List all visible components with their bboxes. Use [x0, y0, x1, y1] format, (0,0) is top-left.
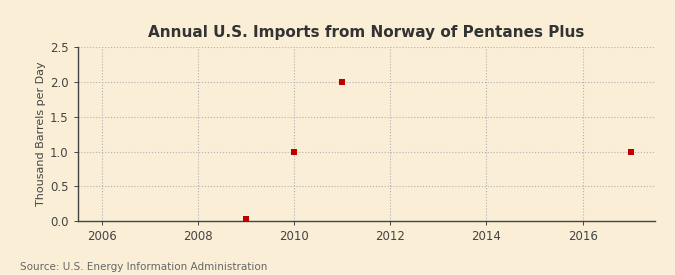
Y-axis label: Thousand Barrels per Day: Thousand Barrels per Day [36, 62, 46, 206]
Text: Source: U.S. Energy Information Administration: Source: U.S. Energy Information Administ… [20, 262, 267, 272]
Title: Annual U.S. Imports from Norway of Pentanes Plus: Annual U.S. Imports from Norway of Penta… [148, 25, 585, 40]
